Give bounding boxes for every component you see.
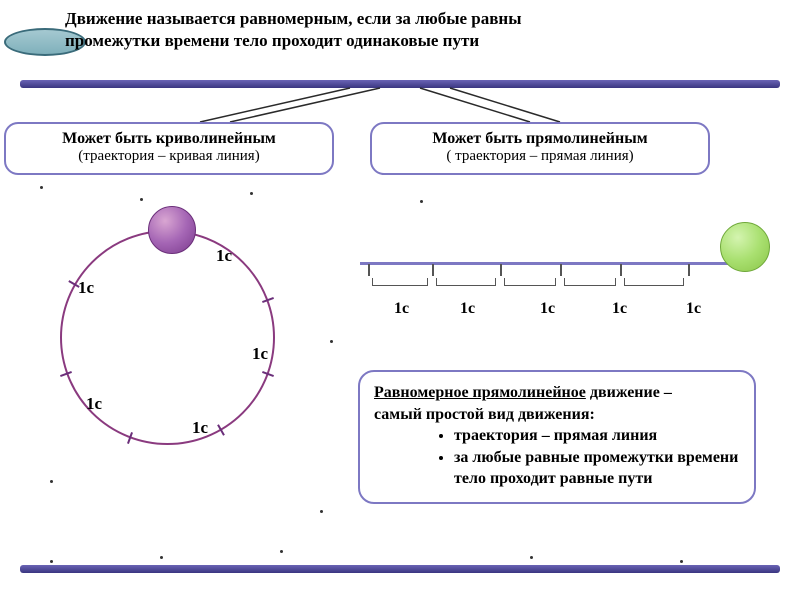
branch-left-title: Может быть криволинейным <box>18 130 320 148</box>
branch-left-sub: (траектория – кривая линия) <box>18 148 320 165</box>
branch-rectilinear: Может быть прямолинейным ( траектория – … <box>370 122 710 175</box>
definition-box: Равномерное прямолинейное движение – сам… <box>358 370 756 504</box>
linear-interval-label: 1с <box>460 300 475 318</box>
def-bullets: траектория – прямая линия за любые равны… <box>454 425 744 490</box>
decorative-dot <box>530 556 533 559</box>
def-title: Равномерное прямолинейное <box>374 384 586 401</box>
linear-interval-label: 1с <box>394 300 409 318</box>
decorative-dot <box>50 560 53 563</box>
page-title: Движение называется равномерным, если за… <box>65 8 785 52</box>
linear-segment-bracket <box>436 278 496 286</box>
branch-right-sub: ( траектория – прямая линия) <box>384 148 696 165</box>
def-bullet-1: траектория – прямая линия <box>454 425 744 447</box>
circle-interval-label: 1с <box>78 278 94 298</box>
linear-segment-bracket <box>624 278 684 286</box>
linear-segment-bracket <box>504 278 556 286</box>
decorative-dot <box>160 556 163 559</box>
circle-interval-label: 1с <box>86 394 102 414</box>
decorative-dot <box>40 186 43 189</box>
circle-interval-label: 1с <box>252 344 268 364</box>
decorative-dot <box>330 340 333 343</box>
def-title-cont: движение – <box>590 384 672 401</box>
decorative-dot <box>420 200 423 203</box>
def-bullet-2: за любые равные промежутки времени тело … <box>454 447 744 490</box>
purple-ball-icon <box>148 206 196 254</box>
title-line1: Движение называется равномерным, если за… <box>65 9 521 28</box>
linear-interval-label: 1с <box>540 300 555 318</box>
linear-interval-label: 1с <box>612 300 627 318</box>
decorative-dot <box>140 198 143 201</box>
decorative-dot <box>320 510 323 513</box>
bottom-bar <box>20 565 780 573</box>
green-ball-icon <box>720 222 770 272</box>
circle-interval-label: 1с <box>216 246 232 266</box>
linear-segment-bracket <box>372 278 428 286</box>
circle-interval-label: 1с <box>192 418 208 438</box>
decorative-dot <box>280 550 283 553</box>
linear-line <box>360 262 730 265</box>
linear-tick <box>500 264 502 276</box>
linear-tick <box>620 264 622 276</box>
linear-tick <box>560 264 562 276</box>
linear-tick <box>368 264 370 276</box>
linear-interval-label: 1с <box>686 300 701 318</box>
branch-curvilinear: Может быть криволинейным (траектория – к… <box>4 122 334 175</box>
linear-tick <box>688 264 690 276</box>
decorative-dot <box>680 560 683 563</box>
def-line2: самый простой вид движения: <box>374 406 595 423</box>
linear-tick <box>432 264 434 276</box>
title-line2: промежутки времени тело проходит одинако… <box>65 31 479 50</box>
decorative-dot <box>50 480 53 483</box>
linear-segment-bracket <box>564 278 616 286</box>
top-bar <box>20 80 780 88</box>
decorative-dot <box>250 192 253 195</box>
linear-trajectory <box>360 262 730 292</box>
branch-right-title: Может быть прямолинейным <box>384 130 696 148</box>
